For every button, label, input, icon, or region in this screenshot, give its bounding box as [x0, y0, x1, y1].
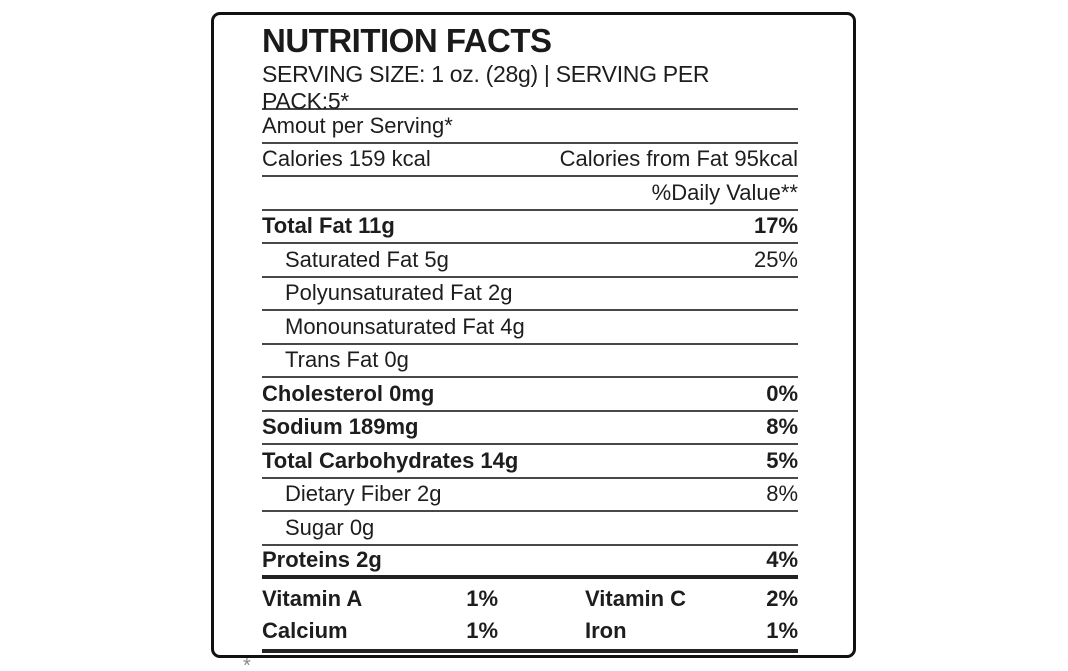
calories-row: Calories 159 kcal Calories from Fat 95kc…	[262, 144, 798, 177]
nutrient-daily-value: 17%	[753, 213, 798, 239]
nutrient-name: Monounsaturated Fat 4g	[285, 313, 525, 339]
micronutrient-value: 1%	[466, 586, 498, 611]
nutrient-row-total-fat: Total Fat 11g 17%	[262, 211, 798, 244]
nutrient-name: Dietary Fiber 2g	[285, 481, 442, 507]
nutrient-name: Cholesterol 0mg	[262, 380, 435, 406]
footnote-asterisk-partial: *	[243, 655, 251, 671]
calories-text: Calories 159 kcal	[262, 146, 431, 172]
nutrient-row-total-carbohydrates: Total Carbohydrates 14g 5%	[262, 445, 798, 479]
micronutrient-value: 1%	[466, 618, 498, 643]
micronutrient-name: Calcium	[262, 618, 348, 643]
micronutrient-row-1: Vitamin A 1% Vitamin C 2%	[262, 583, 798, 615]
nutrient-name: Trans Fat 0g	[285, 347, 409, 373]
title-row: NUTRITION FACTS	[262, 15, 798, 67]
micronutrient-name: Iron	[585, 618, 627, 643]
micronutrient-name: Vitamin C	[585, 586, 687, 611]
nutrient-name: Total Fat 11g	[262, 213, 395, 239]
nutrient-name: Proteins 2g	[262, 547, 382, 573]
nutrient-daily-value: 5%	[766, 447, 798, 473]
amount-per-serving-row: Amout per Serving*	[262, 110, 798, 144]
daily-value-header-row: %Daily Value**	[262, 177, 798, 211]
nutrient-row-monounsaturated-fat: Monounsaturated Fat 4g	[262, 311, 798, 345]
nutrient-row-saturated-fat: Saturated Fat 5g 25%	[262, 244, 798, 278]
calories-from-fat-text: Calories from Fat 95kcal	[559, 146, 798, 172]
nutrient-daily-value: 8%	[766, 481, 798, 507]
amount-per-serving-text: Amout per Serving*	[262, 112, 453, 138]
nutrient-daily-value: 4%	[766, 547, 798, 573]
nutrient-row-dietary-fiber: Dietary Fiber 2g 8%	[262, 479, 798, 512]
nutrition-facts-panel: NUTRITION FACTS SERVING SIZE: 1 oz. (28g…	[211, 12, 856, 658]
nutrient-name: Sugar 0g	[285, 514, 375, 540]
nutrient-name: Saturated Fat 5g	[285, 246, 449, 272]
micronutrient-name: Vitamin A	[262, 586, 363, 611]
nutrient-daily-value: 0%	[766, 380, 798, 406]
nutrient-name: Sodium 189mg	[262, 414, 419, 440]
nutrient-daily-value: 25%	[753, 246, 798, 272]
nutrient-row-proteins: Proteins 2g 4%	[262, 546, 798, 579]
micronutrients-section: Vitamin A 1% Vitamin C 2% Calcium 1% Iro…	[262, 583, 798, 653]
nutrient-daily-value: 8%	[766, 414, 798, 440]
nutrient-name: Total Carbohydrates 14g	[262, 447, 519, 473]
nutrient-row-cholesterol: Cholesterol 0mg 0%	[262, 378, 798, 412]
micronutrient-value: 2%	[766, 586, 798, 611]
bottom-rule	[262, 649, 798, 653]
nutrient-row-sodium: Sodium 189mg 8%	[262, 412, 798, 445]
nutrient-name: Polyunsaturated Fat 2g	[285, 280, 513, 306]
nutrition-facts-content: NUTRITION FACTS SERVING SIZE: 1 oz. (28g…	[262, 15, 798, 653]
nutrient-row-sugar: Sugar 0g	[262, 512, 798, 546]
nutrient-row-trans-fat: Trans Fat 0g	[262, 345, 798, 378]
serving-info-row: SERVING SIZE: 1 oz. (28g) | SERVING PER …	[262, 61, 798, 114]
nutrient-row-polyunsaturated-fat: Polyunsaturated Fat 2g	[262, 278, 798, 311]
panel-title: NUTRITION FACTS	[262, 22, 552, 59]
daily-value-header-text: %Daily Value**	[651, 179, 798, 205]
serving-info-text: SERVING SIZE: 1 oz. (28g) | SERVING PER …	[262, 60, 710, 114]
micronutrient-row-2: Calcium 1% Iron 1%	[262, 615, 798, 647]
micronutrient-value: 1%	[766, 618, 798, 643]
